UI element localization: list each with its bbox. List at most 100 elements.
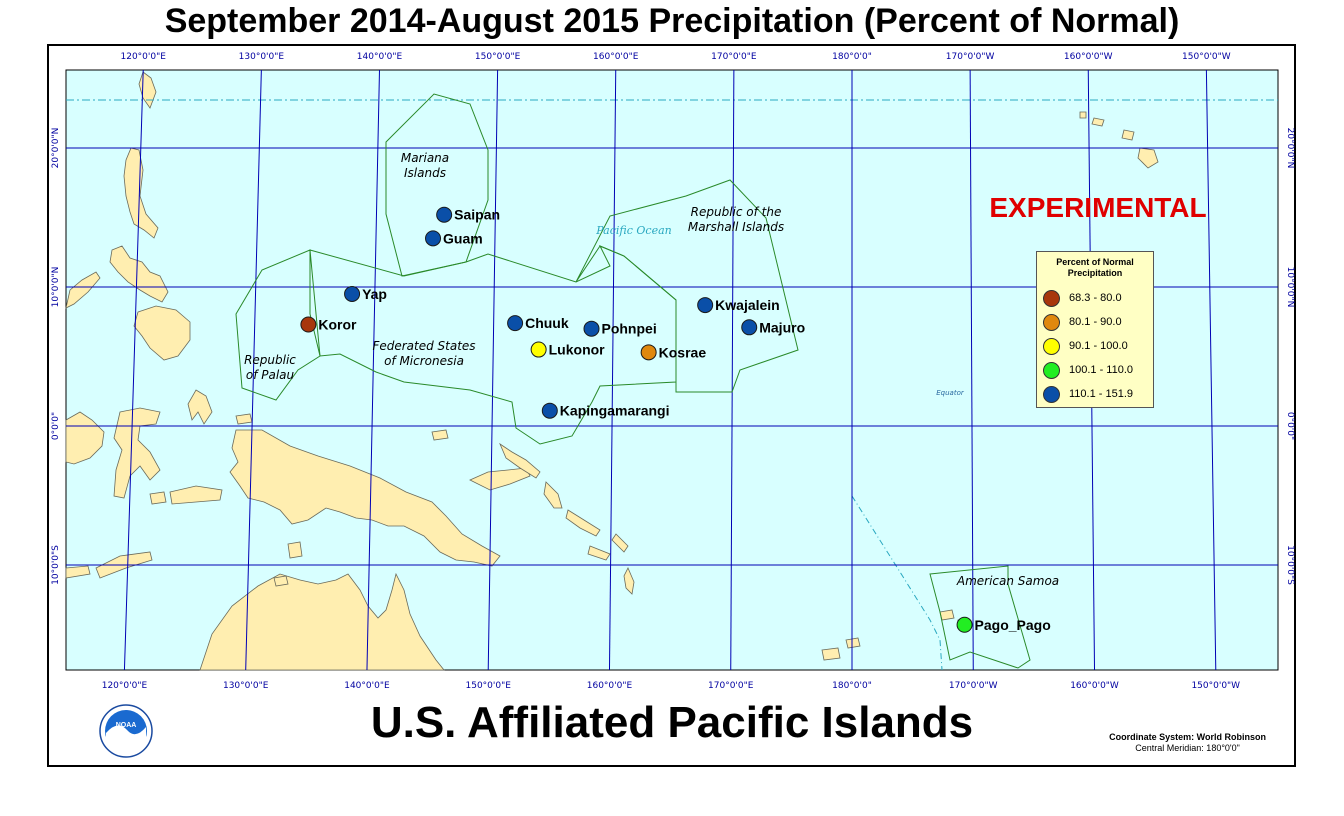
region-boundaries bbox=[235, 93, 1031, 669]
legend-swatch bbox=[1043, 313, 1060, 331]
land-hawaii-big bbox=[1137, 147, 1159, 169]
station-koror[interactable]: Koror bbox=[300, 316, 357, 333]
land-bougainville bbox=[543, 481, 563, 509]
station-saipan[interactable]: Saipan bbox=[436, 206, 500, 223]
land-kauai bbox=[1079, 111, 1087, 119]
land-fiji-1 bbox=[821, 647, 841, 661]
longitude-label-top: 150°0'0"W bbox=[1182, 52, 1231, 62]
station-guam[interactable]: Guam bbox=[425, 230, 483, 247]
land-new-guinea bbox=[229, 429, 501, 567]
map-title: September 2014-August 2015 Precipitation… bbox=[164, 2, 1180, 40]
longitude-label-bottom: 170°0'0"W bbox=[949, 681, 998, 691]
longitude-label-bottom: 160°0'0"W bbox=[1070, 681, 1119, 691]
longitude-label-bottom: 170°0'0"E bbox=[708, 681, 754, 691]
station-label: Majuro bbox=[759, 319, 805, 335]
station-marker[interactable] bbox=[425, 230, 442, 247]
land-halmahera bbox=[187, 389, 213, 425]
longitude-line bbox=[487, 69, 499, 671]
land-flores bbox=[65, 565, 91, 579]
longitude-label-top: 130°0'0"E bbox=[239, 52, 285, 62]
land-maui bbox=[1121, 129, 1135, 141]
station-label: Guam bbox=[443, 230, 483, 246]
station-label: Lukonor bbox=[549, 342, 606, 358]
latitude-label-left: 0°0'0" bbox=[51, 412, 61, 440]
legend-label: 90.1 - 100.0 bbox=[1069, 340, 1128, 352]
region-samoa bbox=[929, 565, 1031, 669]
station-marker[interactable] bbox=[300, 316, 317, 333]
station-label: Kosrae bbox=[659, 344, 707, 360]
legend-swatch bbox=[1043, 361, 1060, 379]
station-label: Pohnpei bbox=[601, 321, 656, 337]
longitude-line bbox=[123, 69, 144, 671]
legend-row: 80.1 - 90.0 bbox=[1043, 312, 1122, 332]
longitude-label-bottom: 150°0'0"E bbox=[466, 681, 512, 691]
land-fiji-2 bbox=[845, 637, 861, 649]
longitude-line bbox=[245, 69, 262, 671]
land-solomons-3 bbox=[611, 533, 629, 553]
station-majuro[interactable]: Majuro bbox=[741, 319, 805, 336]
land-aru bbox=[287, 541, 303, 559]
land-solomons-2 bbox=[587, 545, 611, 561]
legend: Percent of Normal Precipitation 68.3 - 8… bbox=[1036, 251, 1154, 408]
legend-swatch bbox=[1043, 337, 1060, 355]
land-oahu bbox=[1091, 117, 1105, 127]
station-marker[interactable] bbox=[541, 402, 558, 419]
station-kapingamarangi[interactable]: Kapingamarangi bbox=[541, 402, 670, 419]
station-label: Chuuk bbox=[525, 315, 569, 331]
land-seram bbox=[169, 485, 223, 505]
longitude-label-top: 160°0'0"E bbox=[593, 52, 639, 62]
land-palawan bbox=[65, 271, 101, 309]
station-marker[interactable] bbox=[436, 206, 453, 223]
station-kosrae[interactable]: Kosrae bbox=[640, 344, 707, 361]
longitude-label-top: 150°0'0"E bbox=[475, 52, 521, 62]
longitude-labels-top: 120°0'0"E 130°0'0"E 140°0'0"E 150°0'0"E 160°… bbox=[121, 52, 1231, 62]
longitude-label-bottom: 160°0'0"E bbox=[587, 681, 633, 691]
station-kwajalein[interactable]: Kwajalein bbox=[697, 297, 780, 314]
label-marshall: Republic of the Marshall Islands bbox=[688, 205, 784, 234]
legend-row: 68.3 - 80.0 bbox=[1043, 288, 1122, 308]
label-micronesia: Federated States of Micronesia bbox=[372, 339, 475, 368]
central-meridian: Central Meridian: 180°0'0" bbox=[1135, 743, 1240, 753]
legend-title: Percent of Normal Precipitation bbox=[1056, 257, 1134, 278]
station-label: Saipan bbox=[454, 207, 500, 223]
land-new-ireland bbox=[499, 442, 541, 479]
station-pago-pago[interactable]: Pago_Pago bbox=[956, 616, 1051, 633]
land-waigeo bbox=[235, 413, 253, 425]
station-label: Yap bbox=[362, 286, 387, 302]
land-vanuatu bbox=[623, 567, 635, 595]
stations: Saipan Guam Yap Koror Chuuk Pohnpei Lukonor Kos… bbox=[300, 206, 1051, 633]
station-yap[interactable]: Yap bbox=[344, 285, 387, 302]
longitude-line bbox=[366, 69, 380, 671]
station-marker[interactable] bbox=[956, 616, 973, 633]
legend-row: 90.1 - 100.0 bbox=[1043, 336, 1128, 356]
longitude-label-top: 180°0'0" bbox=[832, 52, 872, 62]
legend-row: 100.1 - 110.0 bbox=[1043, 360, 1133, 380]
legend-row: 110.1 - 151.9 bbox=[1043, 384, 1133, 404]
station-marker[interactable] bbox=[741, 319, 758, 336]
longitude-line bbox=[608, 69, 617, 671]
station-pohnpei[interactable]: Pohnpei bbox=[583, 320, 657, 337]
station-marker[interactable] bbox=[697, 297, 714, 314]
land-buru bbox=[149, 491, 167, 505]
legend-label: 80.1 - 90.0 bbox=[1069, 316, 1122, 328]
station-marker[interactable] bbox=[530, 341, 547, 358]
legend-swatch bbox=[1043, 385, 1060, 403]
station-marker[interactable] bbox=[640, 344, 657, 361]
coordinate-system-note: Coordinate System: World Robinson Centra… bbox=[1109, 732, 1266, 754]
station-marker[interactable] bbox=[507, 315, 524, 332]
station-chuuk[interactable]: Chuuk bbox=[507, 315, 569, 332]
longitude-line bbox=[730, 69, 735, 671]
station-lukonor[interactable]: Lukonor bbox=[530, 341, 606, 358]
station-marker[interactable] bbox=[583, 320, 600, 337]
land-solomons-1 bbox=[565, 509, 601, 537]
latitude-label-right: 20°0'0"N bbox=[1285, 128, 1295, 169]
legend-label: 110.1 - 151.9 bbox=[1069, 388, 1134, 400]
land-borneo bbox=[65, 411, 105, 465]
station-label: Koror bbox=[318, 317, 357, 333]
label-pacific-ocean: Pacific Ocean bbox=[595, 224, 671, 237]
latitude-label-left: 10°0'0"S bbox=[51, 545, 61, 585]
station-marker[interactable] bbox=[344, 285, 361, 302]
longitude-label-top: 160°0'0"W bbox=[1064, 52, 1113, 62]
land-samoa-1 bbox=[939, 609, 955, 621]
